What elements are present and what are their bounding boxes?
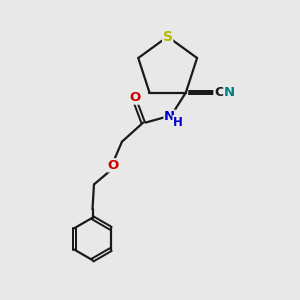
Text: S: S [163,30,173,44]
Text: C: C [214,86,224,99]
Text: O: O [107,159,119,172]
Text: N: N [164,110,175,123]
Text: H: H [173,116,183,128]
Text: N: N [224,86,235,99]
Text: O: O [129,91,140,104]
